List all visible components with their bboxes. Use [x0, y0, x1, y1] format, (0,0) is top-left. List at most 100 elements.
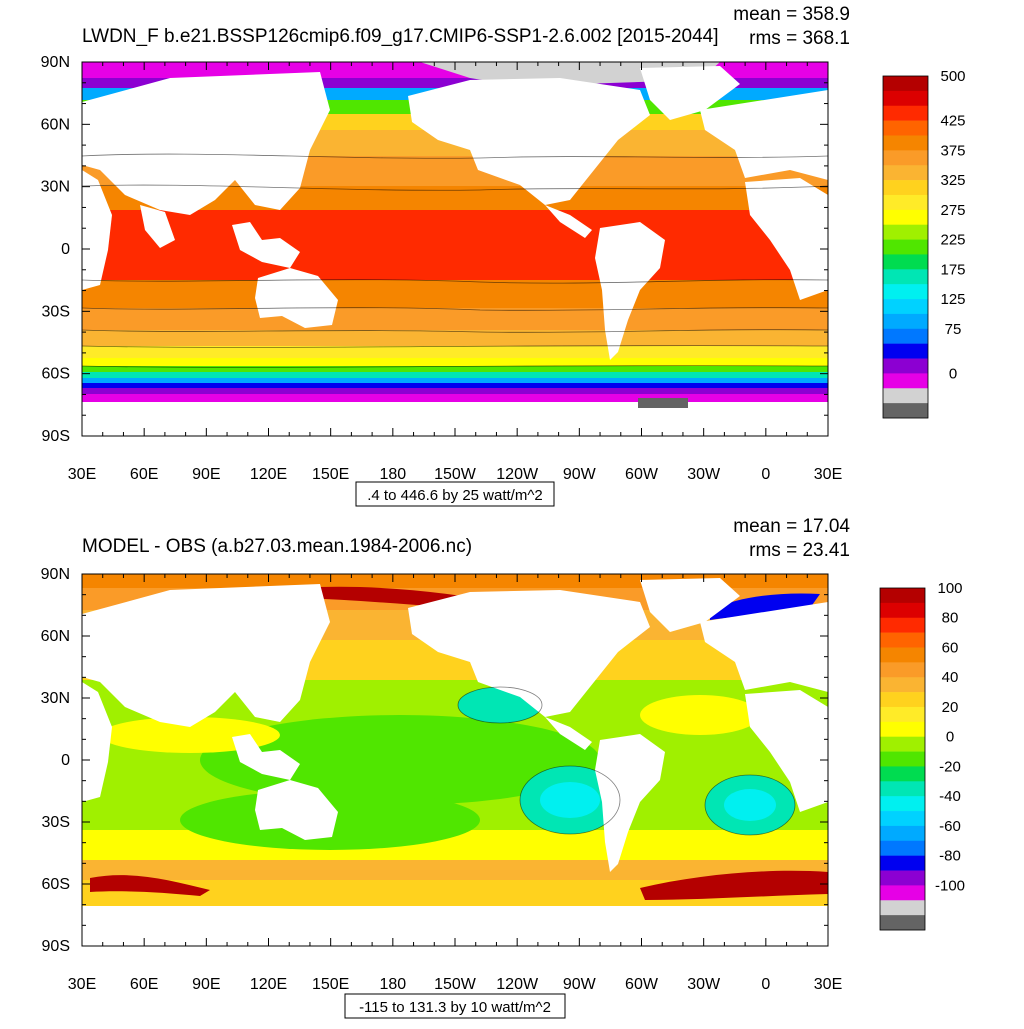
- x-tick-label: 0: [761, 466, 770, 483]
- colorbar-label: 100: [937, 580, 962, 597]
- colorbar-swatch: [880, 766, 925, 782]
- colorbar-swatch: [883, 165, 928, 181]
- colorbar-label: -60: [939, 818, 961, 835]
- x-tick-label: 60W: [625, 466, 659, 483]
- colorbar-label: 75: [945, 321, 962, 338]
- y-tick-label: 30N: [41, 179, 70, 196]
- x-tick-label: 30E: [814, 976, 842, 993]
- colorbar-swatch: [880, 870, 925, 886]
- colorbar-label: 80: [942, 610, 959, 627]
- colorbar-swatch: [880, 647, 925, 663]
- colorbar-swatch: [883, 105, 928, 121]
- colorbar-swatch: [883, 254, 928, 270]
- colorbar-label: 425: [940, 113, 965, 130]
- colorbar-swatch: [880, 617, 925, 633]
- x-tick-label: 60W: [625, 976, 659, 993]
- colorbar-swatch: [880, 677, 925, 693]
- colorbar-swatch: [883, 180, 928, 196]
- mean-stat: mean = 17.04: [733, 516, 850, 537]
- colorbar-swatch: [880, 706, 925, 723]
- colorbar-swatch: [883, 313, 928, 330]
- y-tick-label: 60S: [42, 366, 70, 383]
- colorbar-swatch: [883, 373, 928, 389]
- x-tick-label: 0: [761, 976, 770, 993]
- colorbar-swatch: [883, 194, 928, 211]
- panel-title: LWDN_F b.e21.BSSP126cmip6.f09_g17.CMIP6-…: [82, 26, 719, 47]
- x-tick-label: 30E: [814, 466, 842, 483]
- colorbar-swatch: [883, 328, 928, 344]
- y-tick-label: 60N: [41, 628, 70, 645]
- map-field: [82, 574, 828, 946]
- x-tick-label: 90E: [192, 466, 220, 483]
- axes: 30E 60E 90E 120E 150E 180 150W 120W 90W 60W 30W 0 30…: [41, 54, 843, 483]
- colorbar-label: 60: [942, 639, 959, 656]
- x-tick-label: 60E: [130, 466, 158, 483]
- info-label: .4 to 446.6 by 25 watt/m^2: [367, 487, 542, 504]
- x-tick-label: 30E: [68, 976, 96, 993]
- colorbar-label: 325: [940, 172, 965, 189]
- colorbar-label: 20: [942, 699, 959, 716]
- colorbar-label: 225: [940, 232, 965, 249]
- colorbar-swatch: [883, 76, 928, 92]
- colorbar-swatch: [880, 796, 925, 812]
- y-tick-label: 90S: [42, 428, 70, 445]
- colorbar-swatch: [883, 239, 928, 255]
- y-tick-label: 90N: [41, 566, 70, 583]
- x-tick-label: 90W: [563, 466, 597, 483]
- x-tick-label: 120E: [250, 466, 287, 483]
- colorbar-swatch: [880, 825, 925, 842]
- colorbar: 500 425 375 325 275 225 175 125 75 0: [882, 68, 966, 419]
- panel-title: MODEL - OBS (a.b27.03.mean.1984-2006.nc): [82, 536, 472, 557]
- colorbar-swatch: [880, 885, 925, 901]
- colorbar-label: -20: [939, 758, 961, 775]
- colorbar-label: 275: [940, 202, 965, 219]
- colorbar-swatch: [883, 284, 928, 300]
- land-masks: [82, 578, 828, 946]
- colorbar-swatch: [880, 588, 925, 604]
- colorbar-label: -40: [939, 788, 961, 805]
- colorbar-label: 500: [940, 68, 965, 85]
- y-tick-label: 0: [61, 752, 70, 769]
- x-tick-label: 30E: [68, 466, 96, 483]
- colorbar-label: 375: [940, 142, 965, 159]
- colorbar-swatch: [883, 343, 928, 359]
- y-tick-label: 30N: [41, 690, 70, 707]
- x-tick-label: 180: [379, 466, 406, 483]
- colorbar-label: 125: [940, 291, 965, 308]
- x-tick-label: 150E: [312, 976, 349, 993]
- y-tick-label: 60N: [41, 116, 70, 133]
- colorbar-swatch: [880, 662, 925, 678]
- y-tick-label: 90S: [42, 938, 70, 955]
- x-tick-label: 120E: [250, 976, 287, 993]
- x-tick-label: 60E: [130, 976, 158, 993]
- colorbar: 100 80 60 40 20 0 -20 -40 -60 -80 -100: [879, 580, 965, 931]
- colorbar-swatch: [883, 269, 928, 285]
- colorbar-label: 175: [940, 261, 965, 278]
- colorbar-label: -100: [935, 877, 965, 894]
- colorbar-frame: [879, 587, 926, 931]
- x-tick-label: 90W: [563, 976, 597, 993]
- colorbar-swatch: [880, 736, 925, 752]
- colorbar-swatch: [880, 632, 925, 648]
- axes: 30E 60E 90E 120E 150E 180 150W 120W 90W 60W 30W 0 30…: [41, 566, 843, 993]
- x-tick-label: 120W: [496, 466, 539, 483]
- info-box: [344, 993, 566, 1019]
- panel-top: LWDN_F b.e21.BSSP126cmip6.f09_g17.CMIP6-…: [41, 4, 966, 507]
- y-tick-label: 30S: [42, 814, 70, 831]
- y-tick-label: 60S: [42, 876, 70, 893]
- colorbar-swatch: [880, 692, 925, 708]
- contour-lines: [457, 686, 796, 836]
- colorbar-swatch: [880, 721, 925, 737]
- info-box: [355, 481, 555, 507]
- colorbar-swatch: [880, 781, 925, 797]
- colorbar-swatch: [880, 751, 925, 767]
- colorbar-swatch: [883, 358, 928, 374]
- mean-stat: mean = 358.9: [733, 4, 850, 25]
- colorbar-swatch: [880, 915, 925, 931]
- contour-lines: [82, 153, 828, 368]
- colorbar-swatch: [883, 209, 928, 225]
- x-tick-label: 120W: [496, 976, 539, 993]
- colorbar-swatch: [883, 120, 928, 136]
- colorbar-swatch: [880, 855, 925, 871]
